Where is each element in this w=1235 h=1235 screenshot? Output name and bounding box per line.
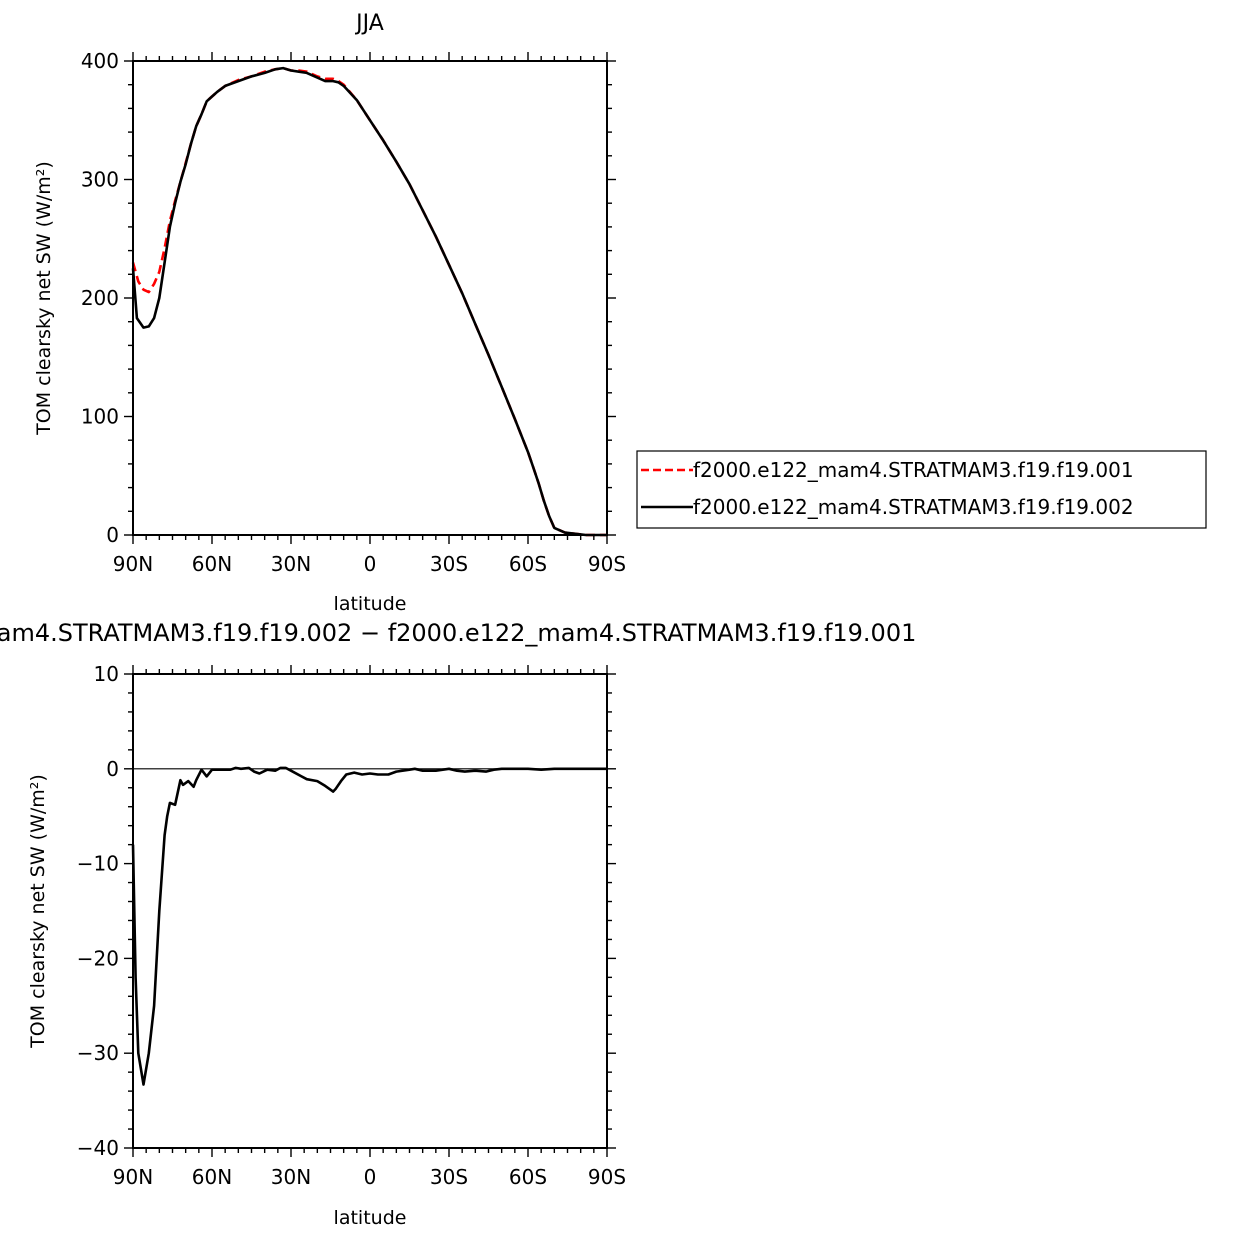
top-chart-title: JJA	[354, 11, 384, 36]
y-tick-label: 200	[81, 286, 119, 310]
x-tick-label: 60S	[509, 1165, 547, 1189]
x-tick-label: 30S	[430, 552, 468, 576]
top-y-axis-label: TOM clearsky net SW (W/m²)	[33, 161, 55, 436]
y-tick-label: −20	[77, 946, 119, 970]
x-tick-label: 0	[364, 552, 377, 576]
legend-box	[636, 450, 1207, 529]
y-tick-label: 0	[106, 523, 119, 547]
y-tick-label: −30	[77, 1041, 119, 1065]
y-tick-label: −10	[77, 852, 119, 876]
bottom-plot-area: 90N 60N 30N 0 30S 60S 90S −40 −30 −20 −10 0 10	[77, 662, 626, 1189]
top-x-axis-label: latitude	[334, 593, 407, 615]
bottom-x-axis-label: latitude	[334, 1207, 407, 1229]
x-tick-label: 90S	[588, 1165, 626, 1189]
top-panel: JJA 90N 60N 30N 0 30S 60S 90S 0 100 200 300 400 lat…	[33, 11, 1207, 615]
x-tick-label: 60N	[192, 1165, 232, 1189]
y-tick-label: 0	[106, 757, 119, 781]
y-tick-label: −40	[77, 1136, 119, 1160]
y-tick-label: 400	[81, 49, 119, 73]
x-tick-label: 60S	[509, 552, 547, 576]
legend-entry-001: f2000.e122_mam4.STRATMAM3.f19.f19.001	[693, 458, 1134, 482]
series-line-2	[131, 66, 607, 537]
x-tick-label: 90S	[588, 552, 626, 576]
legend-entry-002: f2000.e122_mam4.STRATMAM3.f19.f19.002	[693, 495, 1134, 519]
bottom-chart-title: f2000.e122_mam4.STRATMAM3.f19.f19.002 − …	[0, 619, 916, 647]
x-tick-label: 30N	[271, 1165, 311, 1189]
x-tick-label: 0	[364, 1165, 377, 1189]
bottom-y-axis-label: TOM clearsky net SW (W/m²)	[27, 774, 49, 1049]
x-tick-label: 90N	[113, 1165, 153, 1189]
x-tick-label: 30S	[430, 1165, 468, 1189]
y-tick-label: 300	[81, 168, 119, 192]
y-tick-label: 100	[81, 405, 119, 429]
x-tick-label: 30N	[271, 552, 311, 576]
x-tick-label: 90N	[113, 552, 153, 576]
series-line-1	[131, 766, 607, 1086]
x-tick-label: 60N	[192, 552, 232, 576]
top-plot-area: 90N 60N 30N 0 30S 60S 90S 0 100 200 300 400	[81, 49, 626, 576]
y-tick-label: 10	[94, 662, 119, 686]
legend: f2000.e122_mam4.STRATMAM3.f19.f19.001 f2…	[636, 450, 1207, 529]
bottom-panel: f2000.e122_mam4.STRATMAM3.f19.f19.002 − …	[0, 619, 916, 1229]
